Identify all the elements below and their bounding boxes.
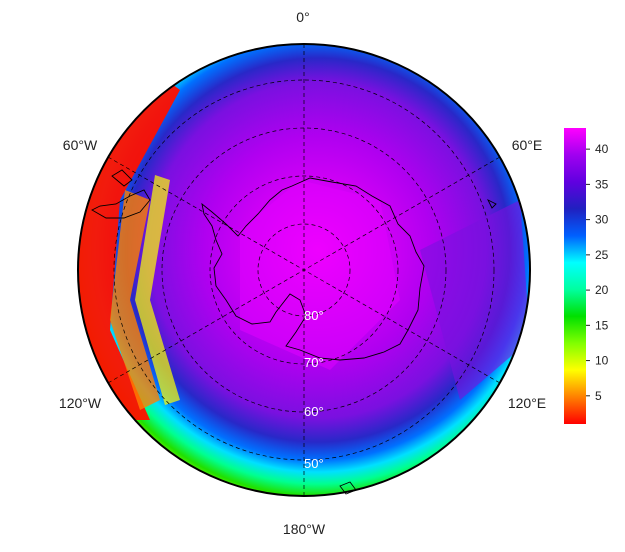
colorbar-tick-label: 30	[595, 213, 609, 227]
colorbar-tick-label: 25	[595, 248, 609, 262]
colorbar-tick-label: 10	[595, 354, 609, 368]
lon-label-180w: 180°W	[283, 521, 326, 537]
colorbar-tick-label: 20	[595, 283, 609, 297]
colorbar: 5 10 15 20 25 30 35 40	[564, 128, 609, 424]
colorbar-tick-label: 40	[595, 142, 609, 156]
lon-label-60e: 60°E	[512, 137, 543, 153]
colorbar-tick-label: 5	[595, 389, 602, 403]
lat-label-50: 50°	[304, 456, 324, 471]
lon-label-60w: 60°W	[63, 137, 98, 153]
colorbar-tick-label: 15	[595, 318, 609, 332]
lon-label-120w: 120°W	[59, 395, 102, 411]
lat-label-60: 60°	[304, 404, 324, 419]
lat-label-70: 70°	[304, 355, 324, 370]
map-boundary	[77, 43, 531, 497]
colorbar-tick-label: 35	[595, 177, 609, 191]
lat-label-80: 80°	[304, 308, 324, 323]
lon-label-top: 0°	[296, 9, 309, 25]
lon-label-120e: 120°E	[508, 395, 546, 411]
colorbar-scale	[564, 128, 586, 424]
graticule	[107, 44, 501, 496]
